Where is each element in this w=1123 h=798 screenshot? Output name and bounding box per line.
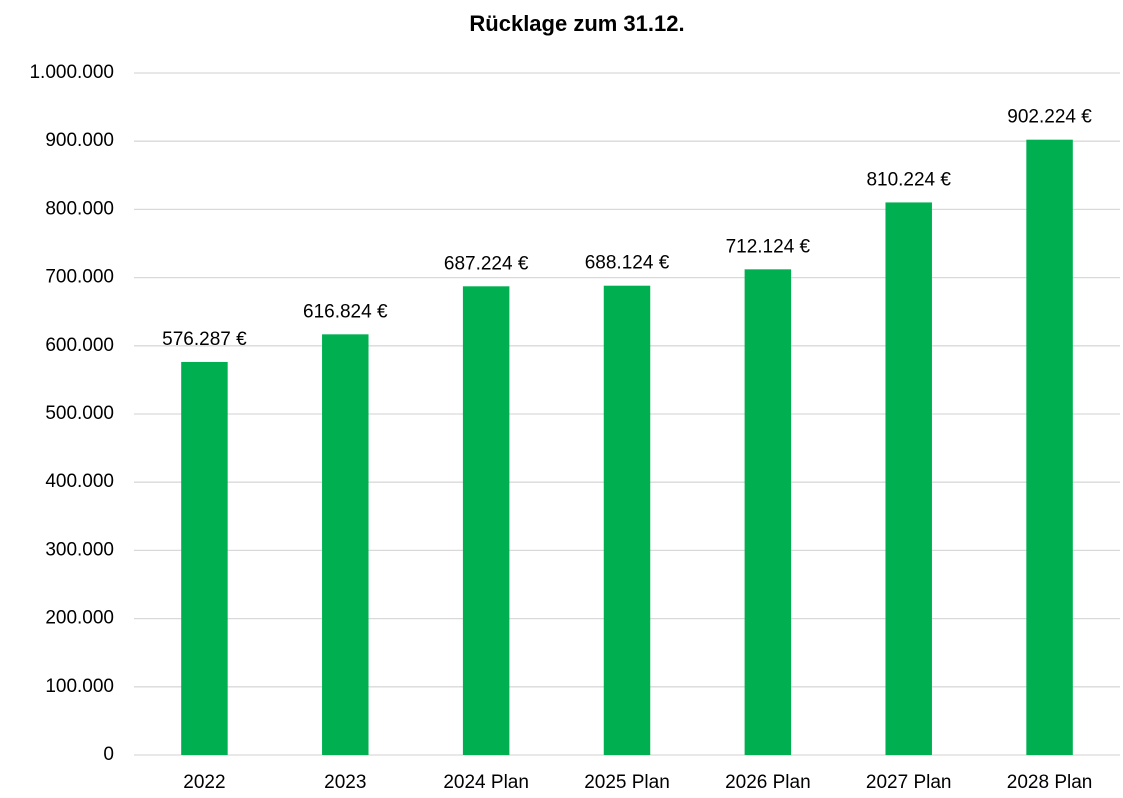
bar xyxy=(885,202,932,755)
x-tick-label: 2028 Plan xyxy=(1007,772,1093,793)
x-tick-label: 2024 Plan xyxy=(443,772,529,793)
bar xyxy=(462,286,510,755)
y-tick-label: 200.000 xyxy=(45,608,114,629)
x-tick-label: 2022 xyxy=(183,772,225,793)
bar xyxy=(744,269,792,755)
y-tick-label: 0 xyxy=(103,744,114,765)
y-tick-label: 700.000 xyxy=(45,267,114,288)
y-tick-label: 100.000 xyxy=(45,676,114,697)
data-label: 616.824 € xyxy=(303,301,388,322)
y-tick-label: 800.000 xyxy=(45,198,114,219)
x-tick-label: 2023 xyxy=(324,772,366,793)
bar xyxy=(181,361,228,755)
data-label: 687.224 € xyxy=(444,253,529,274)
x-tick-label: 2026 Plan xyxy=(725,772,811,793)
data-label: 902.224 € xyxy=(1007,107,1092,128)
y-tick-label: 400.000 xyxy=(45,471,114,492)
bar xyxy=(603,285,651,755)
data-label: 810.224 € xyxy=(866,169,951,190)
x-tick-label: 2027 Plan xyxy=(866,772,952,793)
y-tick-label: 1.000.000 xyxy=(29,62,114,83)
chart-title: Rücklage zum 31.12. xyxy=(469,11,684,36)
data-label: 576.287 € xyxy=(162,329,247,350)
y-tick-label: 900.000 xyxy=(45,130,114,151)
x-tick-label: 2025 Plan xyxy=(584,772,670,793)
data-label: 688.124 € xyxy=(585,253,670,274)
y-tick-label: 300.000 xyxy=(45,539,114,560)
y-tick-label: 600.000 xyxy=(45,335,114,356)
bar xyxy=(322,334,369,755)
y-tick-label: 500.000 xyxy=(45,403,114,424)
data-label: 712.124 € xyxy=(726,236,811,257)
bar xyxy=(1026,139,1073,755)
